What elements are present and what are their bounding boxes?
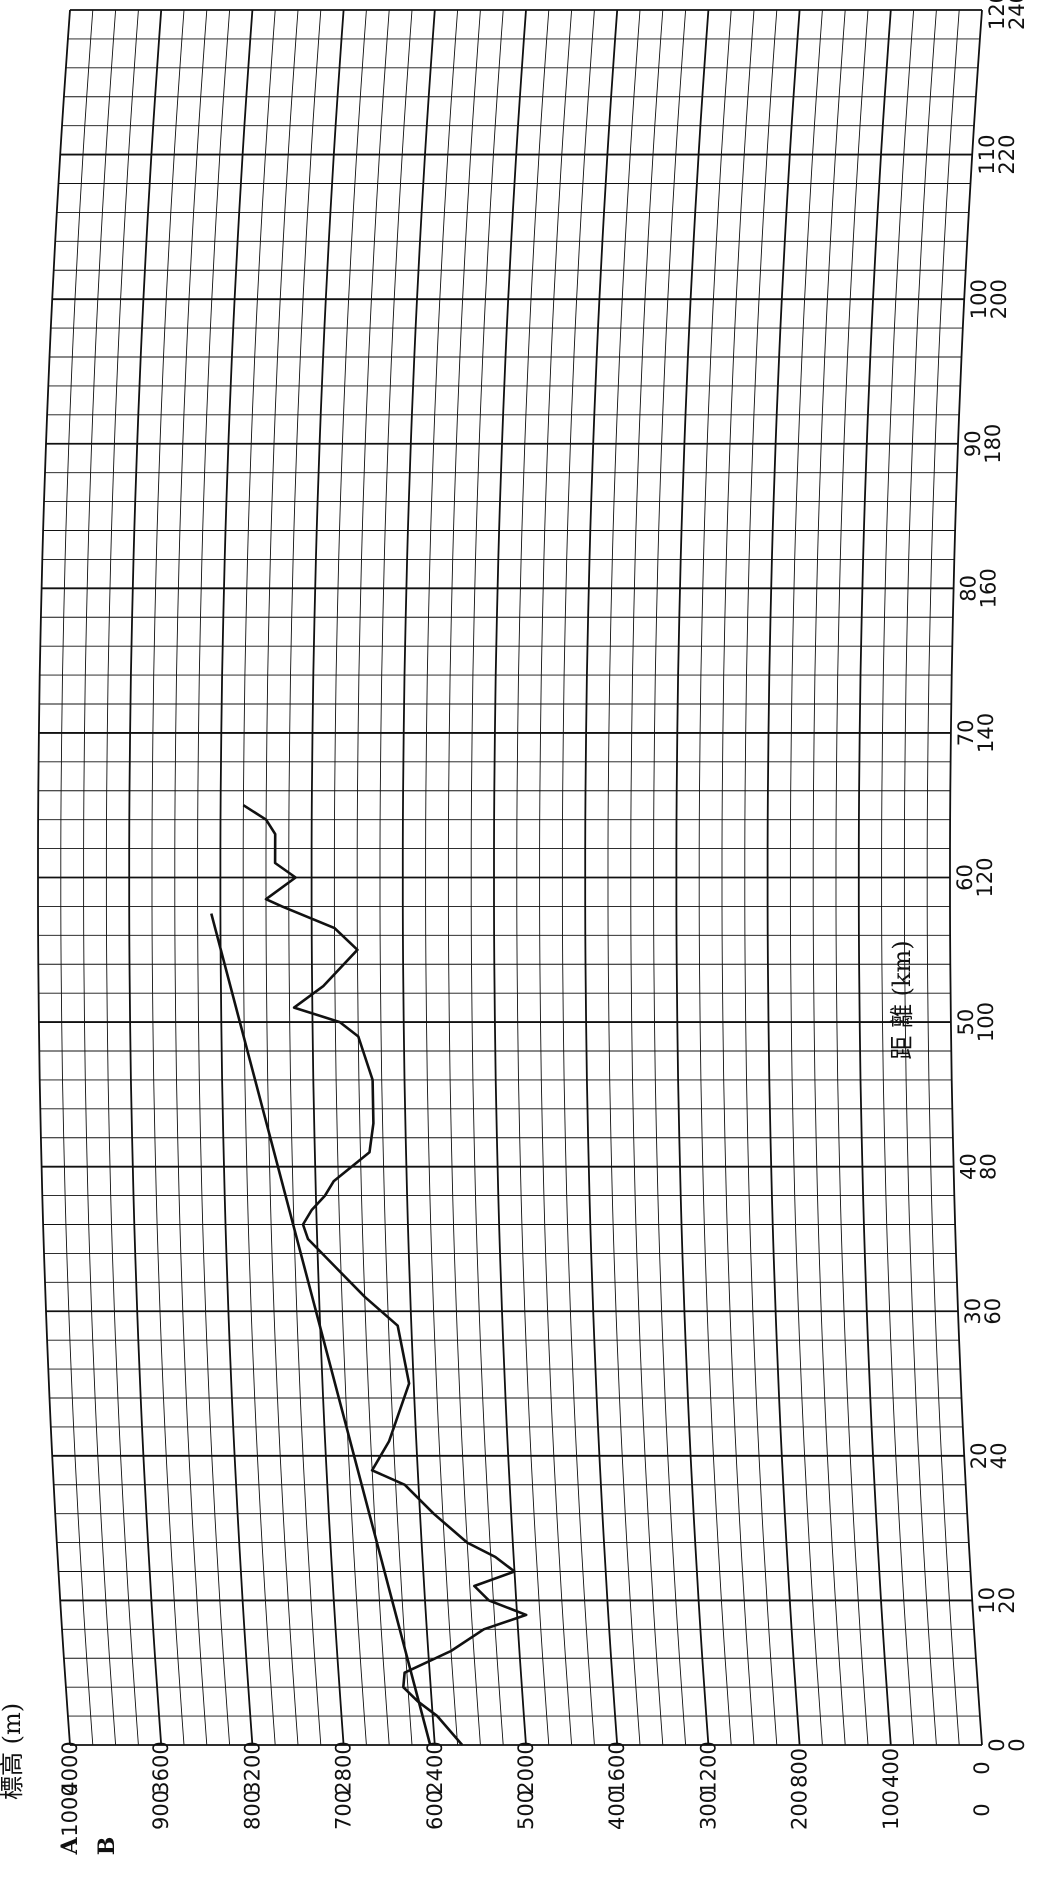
x-tick-label-b: 140 xyxy=(974,713,998,753)
x-tick-label-a: 120 xyxy=(985,0,1009,30)
y-tick-label-a: 200 xyxy=(788,1790,812,1830)
y-tick-label-b: 4000 xyxy=(58,1741,82,1794)
x-tick-label-b: 200 xyxy=(987,279,1011,319)
y-axis-label: 標高 (m) xyxy=(0,1703,26,1800)
x-tick-label-a: 20 xyxy=(967,1442,991,1469)
scale-label-a: A xyxy=(57,1837,83,1856)
y-tick-label-a: 500 xyxy=(514,1790,538,1830)
x-tick-label-a: 90 xyxy=(961,430,985,457)
x-tick-label-a: 60 xyxy=(953,864,977,891)
x-tick-label-b: 100 xyxy=(974,1002,998,1042)
y-tick-label-b: 400 xyxy=(879,1748,903,1788)
y-tick-label-b: 0 xyxy=(970,1761,994,1774)
y-tick-label-a: 600 xyxy=(423,1790,447,1830)
y-tick-label-b: 2000 xyxy=(514,1741,538,1794)
x-tick-label-a: 0 xyxy=(985,1738,1009,1751)
y-tick-label-a: 100 xyxy=(879,1790,903,1830)
x-tick-labels: 0010202040306040805010060120701408016090… xyxy=(953,0,1029,1752)
x-tick-label-b: 60 xyxy=(981,1298,1005,1325)
y-tick-label-b: 1600 xyxy=(605,1741,629,1794)
scale-label-b: B xyxy=(94,1837,120,1856)
y-tick-label-a: 0 xyxy=(970,1803,994,1816)
y-tick-label-b: 3600 xyxy=(149,1741,173,1794)
x-tick-label-b: 120 xyxy=(973,857,997,897)
y-tick-label-a: 400 xyxy=(605,1790,629,1830)
x-tick-label-b: 0 xyxy=(1005,1738,1029,1751)
x-tick-label-b: 80 xyxy=(977,1153,1001,1180)
y-tick-label-b: 2800 xyxy=(332,1741,356,1794)
y-tick-label-a: 1000 xyxy=(58,1783,82,1836)
y-tick-label-b: 1200 xyxy=(696,1741,720,1794)
x-axis-label: 距 離 (km) xyxy=(888,940,916,1059)
x-tick-label-a: 40 xyxy=(957,1153,981,1180)
x-tick-label-a: 50 xyxy=(954,1009,978,1036)
chart-series xyxy=(210,804,528,1746)
x-tick-label-a: 110 xyxy=(975,135,999,175)
line-of-sight-line xyxy=(210,913,432,1746)
y-tick-label-b: 800 xyxy=(788,1748,812,1788)
x-tick-label-b: 220 xyxy=(995,135,1019,175)
y-tick-label-b: 3200 xyxy=(240,1741,264,1794)
y-tick-label-a: 800 xyxy=(240,1790,264,1830)
x-tick-label-b: 160 xyxy=(977,568,1001,608)
x-tick-label-a: 30 xyxy=(961,1298,985,1325)
y-tick-label-a: 700 xyxy=(332,1790,356,1830)
x-tick-label-b: 40 xyxy=(987,1442,1011,1469)
x-tick-label-b: 20 xyxy=(995,1587,1019,1614)
terrain-profile-line xyxy=(242,804,528,1746)
x-tick-label-a: 10 xyxy=(975,1587,999,1614)
x-tick-label-a: 100 xyxy=(967,279,991,319)
y-tick-label-a: 300 xyxy=(696,1790,720,1830)
y-tick-labels: 0010040020080030012004001600500200060024… xyxy=(58,1741,994,1836)
y-tick-label-b: 2400 xyxy=(423,1741,447,1794)
x-tick-label-b: 240 xyxy=(1005,0,1029,30)
x-tick-label-a: 80 xyxy=(957,575,981,602)
chart-grid xyxy=(37,9,983,1746)
x-tick-label-b: 180 xyxy=(981,424,1005,464)
y-tick-label-a: 900 xyxy=(149,1790,173,1830)
x-tick-label-a: 70 xyxy=(954,720,978,747)
